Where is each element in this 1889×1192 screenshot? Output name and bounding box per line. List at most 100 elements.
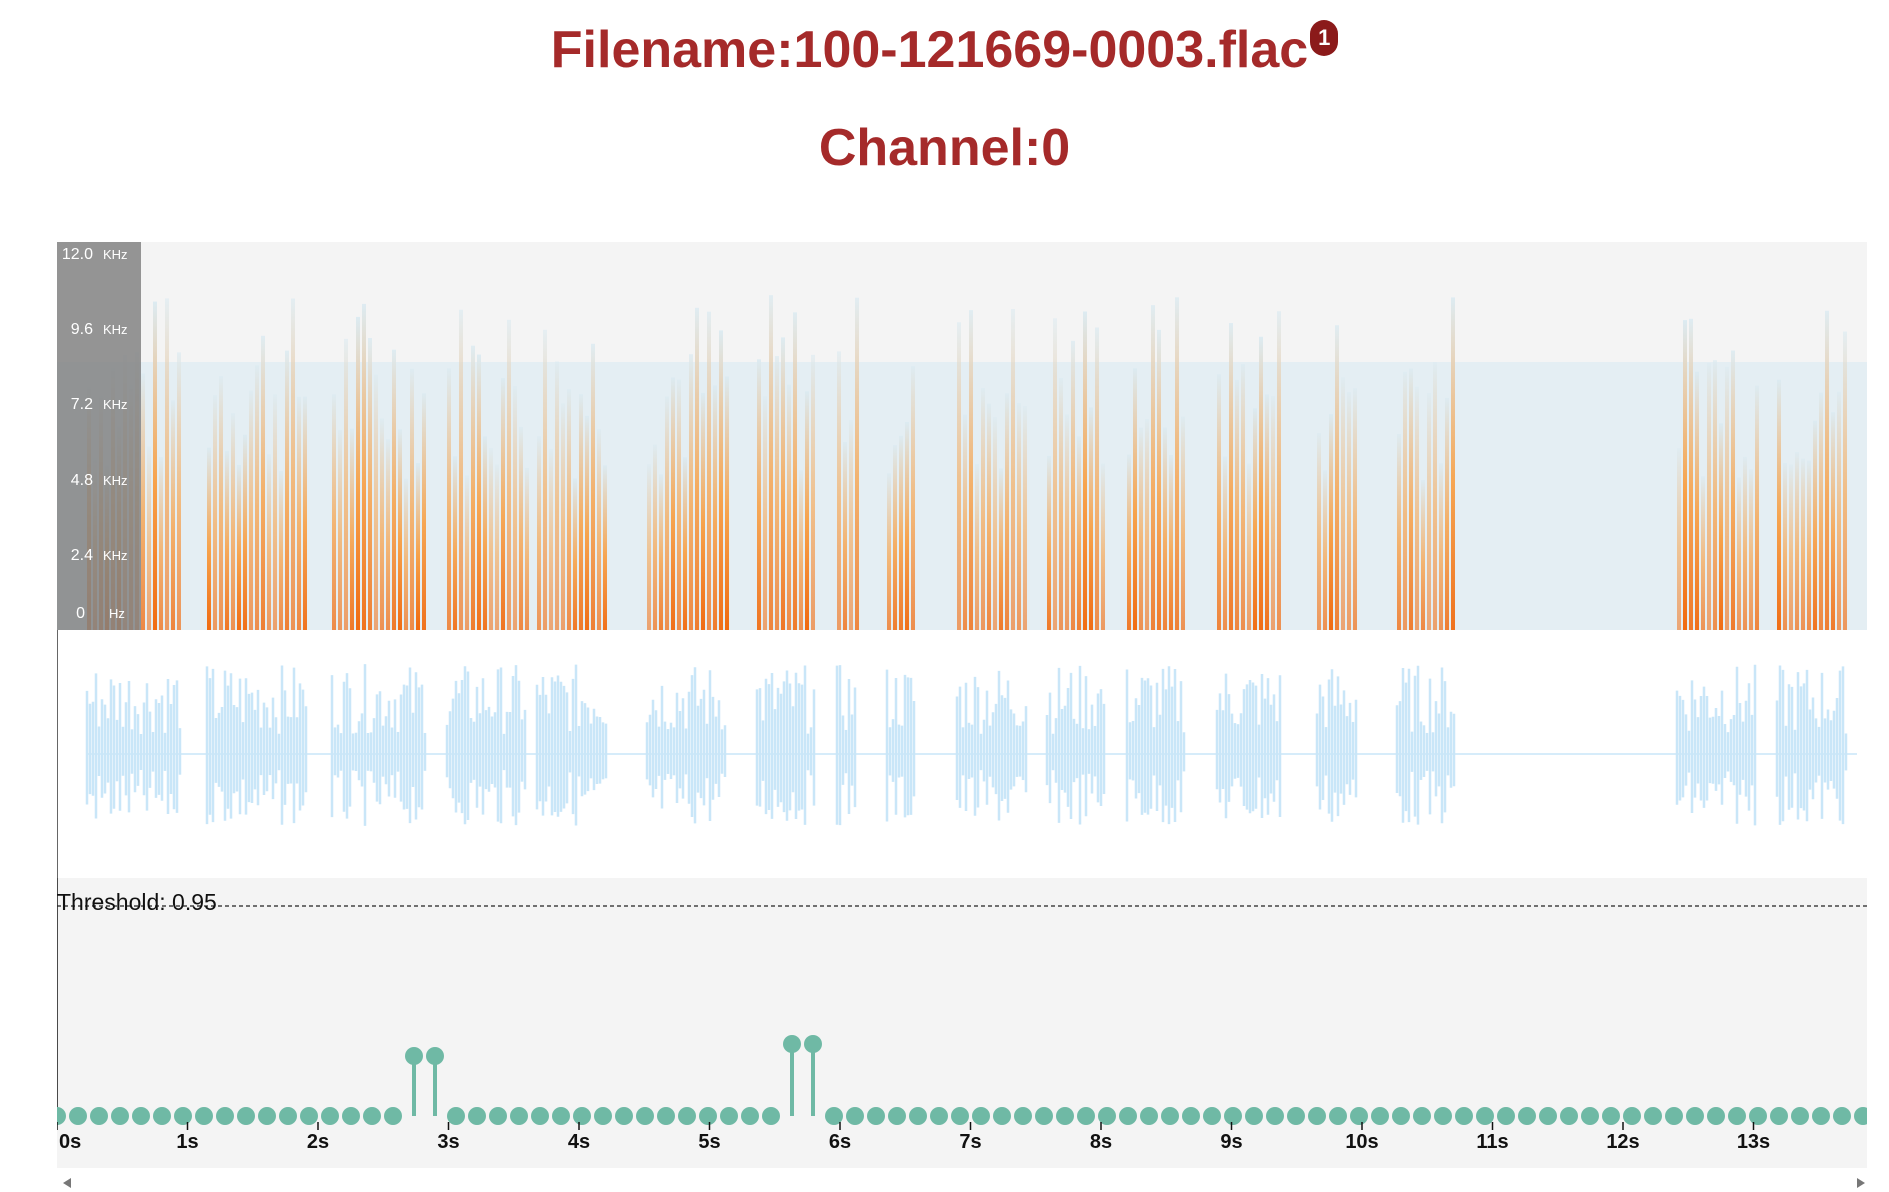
detection-point[interactable]	[90, 1107, 108, 1125]
detection-point[interactable]	[1308, 1107, 1326, 1125]
detection-point[interactable]	[69, 1107, 87, 1125]
detection-point[interactable]	[741, 1107, 759, 1125]
detection-point[interactable]	[1644, 1107, 1662, 1125]
detection-point[interactable]	[1623, 1107, 1641, 1125]
spectrogram-panel[interactable]: 12.0 KHz 9.6 KHz 7.2 KHz 4.8 KHz 2.4 KHz…	[57, 242, 1867, 630]
detection-point[interactable]	[1497, 1107, 1515, 1125]
detection-markers[interactable]	[57, 1035, 1867, 1125]
detection-point[interactable]	[846, 1107, 864, 1125]
detection-point[interactable]	[699, 1107, 717, 1125]
spectrogram-column	[1335, 325, 1339, 630]
detection-point[interactable]	[972, 1107, 990, 1125]
detection-point[interactable]	[321, 1107, 339, 1125]
detection-point[interactable]	[636, 1107, 654, 1125]
detection-point[interactable]	[1266, 1107, 1284, 1125]
detection-point[interactable]	[1287, 1107, 1305, 1125]
detection-point[interactable]	[1413, 1107, 1431, 1125]
detection-point[interactable]	[657, 1107, 675, 1125]
detection-point[interactable]	[468, 1107, 486, 1125]
detection-point[interactable]	[1161, 1107, 1179, 1125]
spectrogram-column	[555, 361, 559, 630]
detection-point[interactable]	[1581, 1107, 1599, 1125]
scroll-right-icon[interactable]	[1857, 1178, 1865, 1188]
detection-point[interactable]	[195, 1107, 213, 1125]
detection-point[interactable]	[1791, 1107, 1809, 1125]
detection-point[interactable]	[1182, 1107, 1200, 1125]
detection-point[interactable]	[1350, 1107, 1368, 1125]
detection-point[interactable]	[531, 1107, 549, 1125]
spectrogram-column	[237, 464, 241, 630]
detection-point[interactable]	[216, 1107, 234, 1125]
detection-point[interactable]	[153, 1107, 171, 1125]
detection-point[interactable]	[489, 1107, 507, 1125]
detection-point[interactable]	[1455, 1107, 1473, 1125]
detection-point[interactable]	[1770, 1107, 1788, 1125]
detection-point[interactable]	[174, 1107, 192, 1125]
detection-point[interactable]	[930, 1107, 948, 1125]
detection-point[interactable]	[342, 1107, 360, 1125]
spectrogram-column	[671, 377, 675, 630]
detection-point[interactable]	[1833, 1107, 1851, 1125]
detection-point[interactable]	[447, 1107, 465, 1125]
detection-peak[interactable]	[783, 1035, 801, 1053]
detection-point[interactable]	[57, 1107, 66, 1125]
detection-point[interactable]	[1602, 1107, 1620, 1125]
detection-point[interactable]	[720, 1107, 738, 1125]
notification-badge[interactable]: 1	[1310, 20, 1339, 56]
detection-point[interactable]	[1056, 1107, 1074, 1125]
detection-point[interactable]	[615, 1107, 633, 1125]
detection-point[interactable]	[552, 1107, 570, 1125]
detection-point[interactable]	[300, 1107, 318, 1125]
detection-point[interactable]	[1245, 1107, 1263, 1125]
detection-point[interactable]	[951, 1107, 969, 1125]
detection-point[interactable]	[111, 1107, 129, 1125]
detection-point[interactable]	[573, 1107, 591, 1125]
detection-point[interactable]	[594, 1107, 612, 1125]
detection-point[interactable]	[1014, 1107, 1032, 1125]
detection-peak[interactable]	[804, 1035, 822, 1053]
detection-point[interactable]	[1728, 1107, 1746, 1125]
detection-point[interactable]	[1539, 1107, 1557, 1125]
detection-point[interactable]	[1434, 1107, 1452, 1125]
detection-point[interactable]	[363, 1107, 381, 1125]
detection-point[interactable]	[1686, 1107, 1704, 1125]
detection-point[interactable]	[1224, 1107, 1242, 1125]
detection-point[interactable]	[888, 1107, 906, 1125]
audio-viewer[interactable]: 12.0 KHz 9.6 KHz 7.2 KHz 4.8 KHz 2.4 KHz…	[57, 242, 1867, 1192]
detection-point[interactable]	[1518, 1107, 1536, 1125]
detection-point[interactable]	[909, 1107, 927, 1125]
detection-point[interactable]	[867, 1107, 885, 1125]
detection-point[interactable]	[1560, 1107, 1578, 1125]
detection-point[interactable]	[1392, 1107, 1410, 1125]
detection-peak[interactable]	[426, 1047, 444, 1065]
detection-point[interactable]	[1098, 1107, 1116, 1125]
detection-point[interactable]	[1812, 1107, 1830, 1125]
detection-point[interactable]	[279, 1107, 297, 1125]
detection-point[interactable]	[993, 1107, 1011, 1125]
detection-point[interactable]	[1665, 1107, 1683, 1125]
detection-point[interactable]	[1329, 1107, 1347, 1125]
detection-point[interactable]	[1371, 1107, 1389, 1125]
spectrogram-column	[249, 390, 253, 630]
detection-point[interactable]	[132, 1107, 150, 1125]
detection-point[interactable]	[1749, 1107, 1767, 1125]
detection-point[interactable]	[258, 1107, 276, 1125]
detection-point[interactable]	[1854, 1107, 1867, 1125]
detection-point[interactable]	[825, 1107, 843, 1125]
detection-point[interactable]	[678, 1107, 696, 1125]
detection-point[interactable]	[1119, 1107, 1137, 1125]
detection-point[interactable]	[510, 1107, 528, 1125]
detection-panel[interactable]: Threshold: 0.95 0s 1s 2s 3s 4s 5s 6s 7s 8s 9s 10s 1…	[57, 878, 1867, 1188]
detection-point[interactable]	[762, 1107, 780, 1125]
detection-peak[interactable]	[405, 1047, 423, 1065]
detection-point[interactable]	[1140, 1107, 1158, 1125]
detection-point[interactable]	[237, 1107, 255, 1125]
detection-point[interactable]	[384, 1107, 402, 1125]
detection-point[interactable]	[1203, 1107, 1221, 1125]
detection-point[interactable]	[1476, 1107, 1494, 1125]
waveform-panel[interactable]	[57, 630, 1867, 878]
detection-point[interactable]	[1707, 1107, 1725, 1125]
scroll-left-icon[interactable]	[63, 1178, 71, 1188]
detection-point[interactable]	[1077, 1107, 1095, 1125]
detection-point[interactable]	[1035, 1107, 1053, 1125]
